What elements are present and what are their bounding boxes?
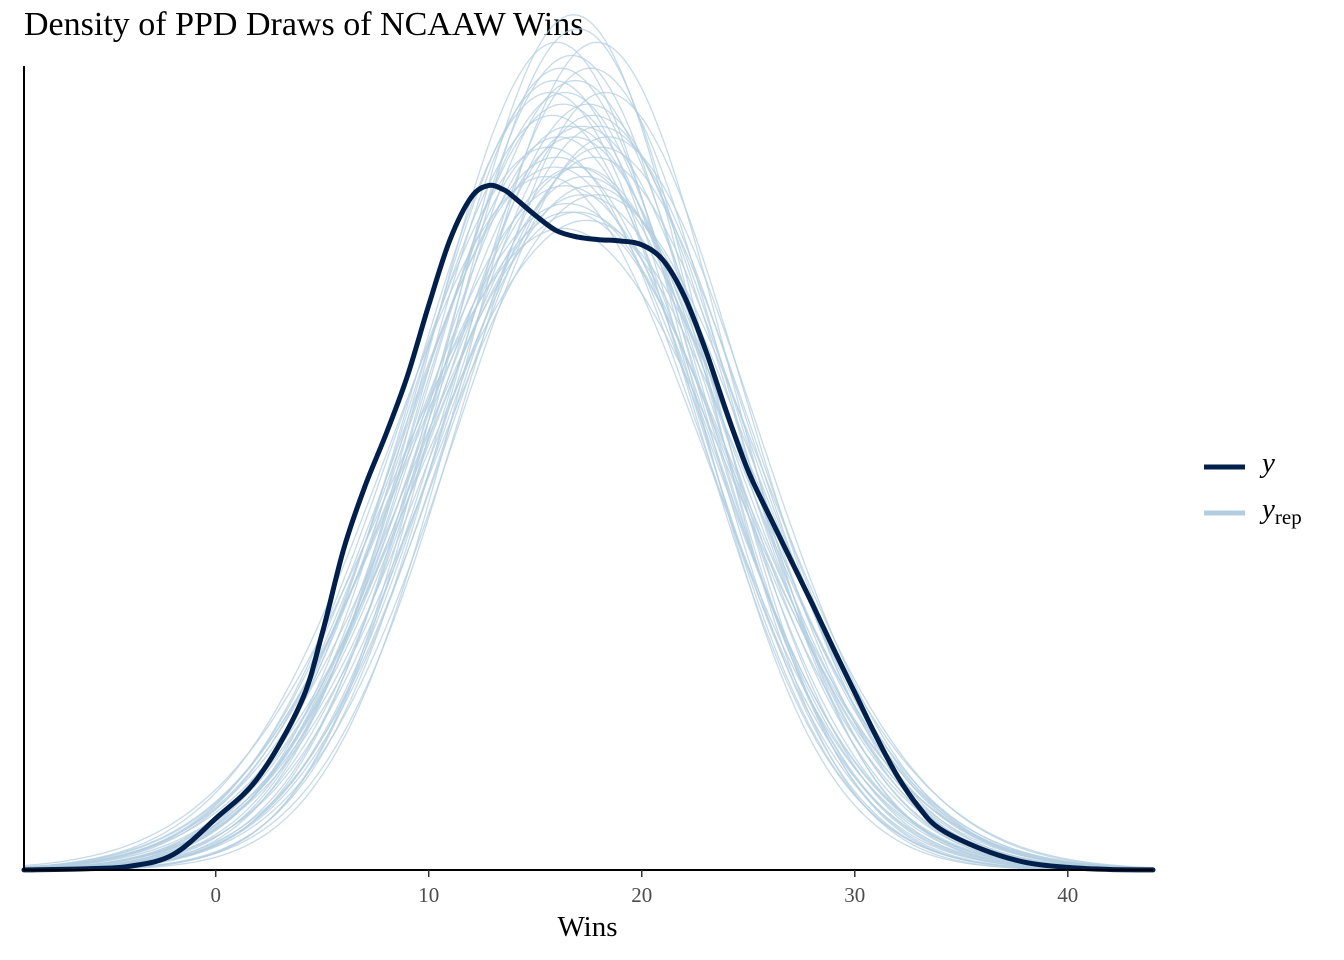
yrep-line-34	[23, 125, 1153, 871]
yrep-line-17	[23, 136, 1153, 871]
yrep-line-35	[23, 146, 1154, 871]
yrep-lines	[23, 14, 1154, 871]
yrep-line-19	[24, 54, 1153, 871]
yrep-line-26	[23, 136, 1154, 871]
yrep-line-15	[24, 79, 1154, 871]
yrep-line-30	[23, 227, 1154, 870]
yrep-line-37	[23, 211, 1154, 870]
yrep-line-38	[24, 91, 1153, 871]
yrep-line-33	[23, 194, 1154, 870]
yrep-line-22	[23, 202, 1154, 870]
x-tick-label: 30	[844, 883, 865, 907]
yrep-line-40	[23, 166, 1154, 870]
yrep-line-23	[23, 114, 1154, 871]
chart-title: Density of PPD Draws of NCAAW Wins	[24, 6, 584, 43]
legend-yrep-subscript: rep	[1275, 505, 1302, 529]
legend-y-label: y	[1259, 447, 1275, 479]
legend: y yrep	[1204, 447, 1302, 529]
x-tick-label: 40	[1057, 883, 1078, 907]
x-axis-title: Wins	[557, 911, 617, 943]
yrep-line-14	[23, 114, 1154, 871]
yrep-line-28	[24, 14, 1153, 871]
yrep-line-32	[23, 156, 1153, 871]
yrep-line-6	[23, 41, 1153, 871]
yrep-line-2	[23, 67, 1153, 871]
x-tick-label: 0	[210, 883, 221, 907]
y-line	[21, 182, 1156, 873]
yrep-line-39	[23, 185, 1154, 870]
x-ticks: 0 10 20 30 40	[210, 870, 1078, 907]
yrep-line-29	[23, 103, 1154, 871]
legend-yrep-label: yrep	[1259, 493, 1302, 529]
yrep-line-3	[23, 166, 1154, 871]
yrep-line-4	[23, 103, 1154, 871]
yrep-line-11	[24, 28, 1154, 871]
yrep-line-12	[23, 185, 1154, 870]
yrep-line-24	[23, 67, 1153, 871]
x-tick-label: 10	[418, 883, 439, 907]
yrep-line-16	[23, 219, 1154, 869]
y-line-layer	[21, 182, 1156, 873]
yrep-line-20	[23, 175, 1154, 870]
yrep-line-1	[23, 136, 1153, 871]
yrep-line-36	[23, 79, 1153, 871]
yrep-line-27	[23, 175, 1154, 871]
yrep-line-13	[23, 156, 1154, 870]
yrep-line-25	[23, 166, 1154, 870]
yrep-line-8	[23, 211, 1154, 870]
x-tick-label: 20	[631, 883, 652, 907]
yrep-line-5	[23, 194, 1154, 870]
yrep-line-10	[23, 146, 1154, 871]
yrep-line-31	[24, 41, 1153, 871]
